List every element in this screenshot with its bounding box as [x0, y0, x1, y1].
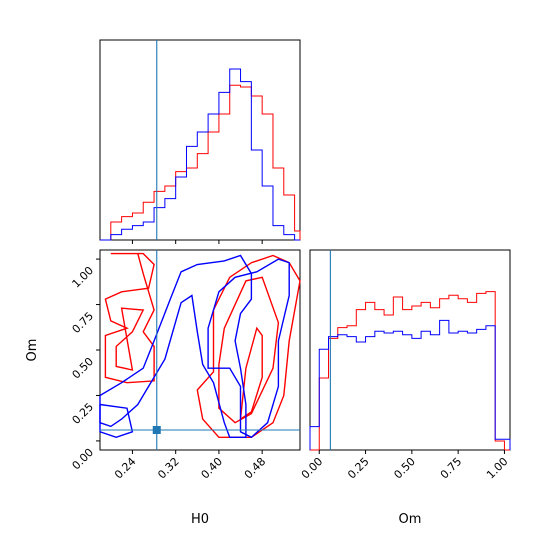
om-x-tick-label: 0.50 [391, 455, 418, 482]
contour-series-1-level-3 [196, 254, 301, 438]
contour-series-2-level-3 [99, 403, 134, 439]
h0-tick-label: 0.40 [199, 455, 226, 482]
om-histogram-panel [309, 249, 511, 451]
x-axis-label-h0: H0 [191, 512, 209, 527]
om-histogram-series [309, 291, 511, 451]
h0-histogram-line-2 [100, 68, 300, 241]
y-axis-label-om: Om [25, 339, 40, 362]
om-x-tick-label: 0.25 [345, 455, 372, 482]
h0-histogram-series [100, 68, 301, 241]
contour-series-1-level-4 [218, 276, 280, 424]
contour-series-2-level-2 [207, 258, 290, 439]
h0-tick-label: 0.32 [155, 455, 182, 482]
om-y-tick-label: 0.50 [70, 355, 97, 382]
om-x-tick-label: 0.00 [299, 455, 326, 482]
h0-tick-label: 0.24 [112, 455, 139, 482]
truth-markers [100, 40, 331, 450]
contour-series-2-level-1 [99, 254, 253, 438]
h0-histogram-panel [99, 39, 301, 241]
om-histogram-line-2 [309, 319, 511, 450]
h0-histogram-line-1 [100, 84, 301, 241]
contour-series-1-level-1 [104, 252, 155, 384]
om-x-tick-label: 1.00 [484, 455, 511, 482]
x-axis-label-om: Om [399, 512, 422, 527]
contour-series-1-level-5 [239, 326, 263, 421]
truth-point-marker [152, 426, 161, 434]
om-y-tick-label: 0.25 [70, 400, 97, 427]
om-x-tick-label: 0.75 [438, 455, 465, 482]
om-y-tick-label: 0.00 [70, 446, 97, 473]
om-y-tick-label: 1.00 [70, 264, 97, 291]
om-histogram-line-1 [310, 291, 510, 451]
contour-series-1-level-2 [115, 307, 145, 371]
om-y-tick-label: 0.75 [70, 309, 97, 336]
joint-contour-series [99, 252, 301, 439]
h0-tick-label: 0.48 [242, 455, 269, 482]
axis-ticks: 0.24 0.32 0.40 0.48 0.00 0.00 0.25 0.25 0.50 0.50… [70, 240, 511, 481]
